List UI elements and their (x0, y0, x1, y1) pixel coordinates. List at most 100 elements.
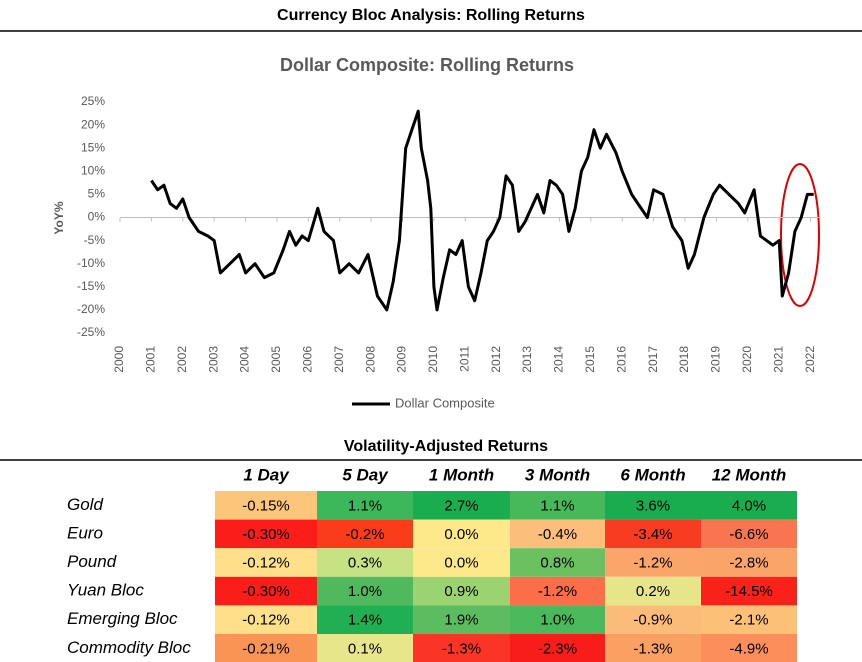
cell-value: 0.1% (348, 640, 382, 657)
x-tick-label: 2015 (583, 346, 597, 373)
cell-fill (701, 634, 797, 662)
cell-value: 3.6% (636, 497, 670, 514)
x-tick-label: 2012 (489, 346, 503, 373)
cell-fill (510, 491, 605, 520)
x-tick-label: 2008 (363, 346, 377, 373)
cell-fill (605, 576, 701, 606)
cell-value: -0.2% (345, 526, 384, 543)
y-tick-label: -25% (77, 325, 105, 339)
cell-fill (510, 519, 605, 549)
cell-fill (215, 605, 317, 634)
cell-value: -1.2% (633, 554, 672, 571)
cell-value: 4.0% (732, 497, 766, 514)
cell-fill (605, 634, 701, 662)
row-label: Pound (67, 552, 117, 571)
cell-value: -1.3% (442, 640, 481, 657)
cell-fill (215, 576, 317, 606)
y-tick-label: -5% (84, 233, 106, 247)
cell-fill (317, 548, 413, 577)
x-tick-label: 2013 (520, 346, 534, 373)
cell-fill (510, 548, 605, 577)
x-tick-label: 2000 (112, 346, 126, 373)
y-tick-label: 5% (88, 187, 106, 201)
cell-value: -0.9% (633, 612, 672, 629)
x-tick-label: 2006 (301, 346, 315, 373)
chart-title: Dollar Composite: Rolling Returns (280, 55, 574, 75)
row-label: Yuan Bloc (67, 581, 144, 600)
x-tick-label: 2018 (677, 346, 691, 373)
cell-fill (605, 605, 701, 634)
cell-value: 1.9% (444, 612, 478, 629)
legend-label: Dollar Composite (395, 395, 495, 410)
cell-value: -0.30% (242, 526, 290, 543)
cell-value: -1.2% (538, 583, 577, 600)
column-header: 5 Day (342, 465, 389, 484)
x-tick-label: 2022 (803, 346, 817, 373)
cell-fill (605, 491, 701, 520)
column-header: 6 Month (620, 465, 685, 484)
column-header: 3 Month (525, 465, 590, 484)
cell-fill (413, 605, 510, 634)
cell-fill (413, 519, 510, 549)
cell-fill (413, 576, 510, 606)
cell-fill (317, 605, 413, 634)
cell-fill (701, 576, 797, 606)
y-tick-label: -15% (77, 279, 105, 293)
x-tick-label: 2004 (238, 346, 252, 373)
cell-fill (510, 576, 605, 606)
cell-value: 1.1% (540, 497, 574, 514)
highlight-ellipse (780, 163, 820, 307)
cell-value: -14.5% (725, 583, 773, 600)
row-label: Gold (67, 495, 103, 514)
cell-value: 1.1% (348, 497, 382, 514)
cell-value: 0.3% (348, 554, 382, 571)
column-header: 1 Day (243, 465, 290, 484)
cell-fill (605, 519, 701, 549)
y-tick-label: 10% (81, 163, 105, 177)
cell-value: 0.2% (636, 583, 670, 600)
row-label: Commodity Bloc (67, 638, 191, 657)
x-tick-label: 2011 (457, 346, 471, 372)
cell-fill (317, 491, 413, 520)
cell-value: -1.3% (633, 640, 672, 657)
cell-fill (510, 605, 605, 634)
cell-fill (413, 634, 510, 662)
column-header: 12 Month (712, 465, 787, 484)
y-tick-label: 15% (81, 140, 105, 154)
x-tick-label: 2010 (426, 346, 440, 373)
x-tick-label: 2014 (552, 346, 566, 373)
column-header: 1 Month (429, 465, 494, 484)
cell-value: -6.6% (729, 526, 768, 543)
cell-value: -0.4% (538, 526, 577, 543)
cell-fill (701, 519, 797, 549)
cell-fill (413, 491, 510, 520)
cell-fill (413, 548, 510, 577)
cell-value: 1.0% (348, 583, 382, 600)
cell-fill (215, 491, 317, 520)
cell-fill (701, 548, 797, 577)
cell-fill (605, 548, 701, 577)
cell-fill (215, 519, 317, 549)
cell-fill (701, 605, 797, 634)
cell-value: -4.9% (729, 640, 768, 657)
cell-value: -3.4% (633, 526, 672, 543)
cell-value: 0.9% (444, 583, 478, 600)
cell-fill (510, 634, 605, 662)
row-label: Euro (67, 523, 103, 542)
cell-value: 0.8% (540, 554, 574, 571)
y-tick-label: 20% (81, 117, 105, 131)
x-tick-label: 2021 (771, 346, 785, 373)
cell-fill (701, 491, 797, 520)
x-tick-label: 2003 (206, 346, 220, 373)
cell-value: -0.15% (242, 497, 290, 514)
cell-value: -2.3% (538, 640, 577, 657)
y-tick-label: 0% (88, 210, 106, 224)
x-tick-label: 2002 (175, 346, 189, 373)
cell-value: -2.8% (729, 554, 768, 571)
x-tick-label: 2007 (332, 346, 346, 373)
cell-value: 0.0% (444, 554, 478, 571)
y-tick-label: -10% (77, 256, 105, 270)
cell-fill (317, 634, 413, 662)
cell-value: 0.0% (444, 526, 478, 543)
